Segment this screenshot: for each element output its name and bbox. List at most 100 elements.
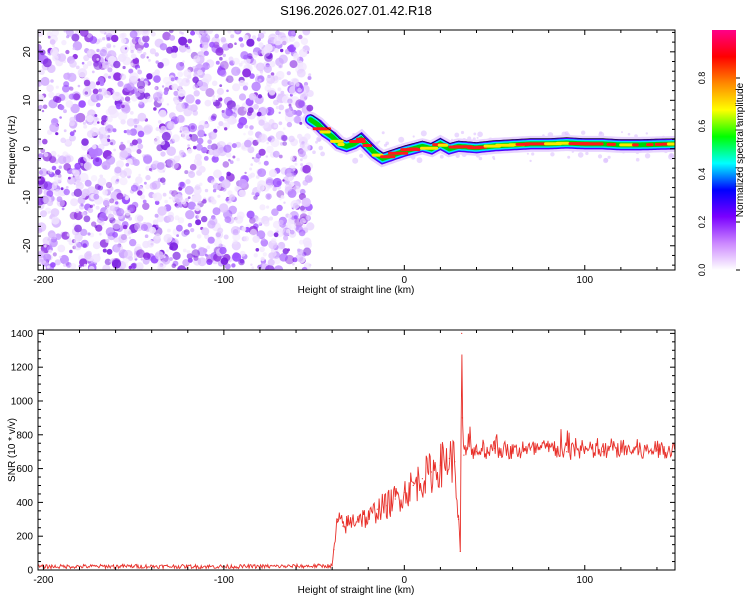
noise-speckle	[212, 189, 217, 193]
noise-speckle	[306, 222, 315, 231]
noise-speckle	[273, 257, 281, 265]
noise-speckle	[201, 146, 208, 154]
noise-speckle	[96, 117, 100, 122]
noise-speckle	[231, 143, 237, 149]
noise-speckle	[92, 119, 98, 126]
noise-speckle	[136, 138, 143, 144]
noise-speckle	[292, 257, 298, 263]
noise-speckle	[83, 64, 89, 70]
ridge-halo	[412, 135, 415, 138]
noise-speckle	[43, 247, 47, 251]
noise-speckle	[83, 161, 93, 171]
noise-speckle	[152, 219, 159, 225]
noise-speckle	[61, 39, 67, 46]
noise-speckle	[231, 263, 236, 268]
noise-speckle	[295, 110, 302, 117]
noise-speckle	[92, 144, 97, 150]
noise-speckle	[126, 130, 132, 136]
noise-speckle	[40, 76, 50, 86]
ridge-halo	[478, 156, 483, 161]
noise-speckle	[279, 198, 282, 201]
noise-speckle	[169, 245, 174, 250]
noise-speckle	[80, 228, 88, 236]
noise-speckle	[225, 152, 232, 158]
noise-speckle	[278, 104, 285, 111]
noise-speckle	[281, 95, 290, 104]
noise-speckle	[224, 127, 228, 131]
noise-speckle	[225, 198, 229, 202]
noise-speckle	[286, 220, 297, 231]
noise-speckle	[136, 47, 143, 54]
noise-speckle	[305, 215, 311, 221]
noise-speckle	[73, 188, 83, 197]
noise-speckle	[250, 116, 253, 120]
noise-speckle	[258, 78, 262, 82]
noise-speckle	[59, 104, 65, 111]
y-tick-label: 1000	[11, 396, 34, 407]
noise-speckle	[86, 130, 95, 139]
noise-speckle	[83, 79, 91, 87]
noise-speckle	[207, 139, 212, 144]
noise-speckle	[175, 204, 180, 209]
noise-speckle	[104, 258, 112, 266]
noise-speckle	[184, 170, 189, 175]
noise-speckle	[227, 190, 233, 196]
noise-speckle	[166, 146, 176, 156]
noise-speckle	[278, 63, 283, 69]
noise-speckle	[221, 109, 231, 119]
noise-speckle	[255, 175, 260, 179]
noise-speckle	[211, 80, 218, 87]
noise-speckle	[51, 44, 55, 48]
noise-speckle	[156, 162, 165, 170]
noise-speckle	[207, 175, 215, 184]
noise-speckle	[109, 109, 119, 119]
noise-speckle	[81, 138, 89, 146]
noise-speckle	[268, 39, 272, 44]
noise-speckle	[298, 149, 306, 158]
noise-speckle	[79, 172, 89, 183]
noise-speckle	[60, 187, 64, 191]
noise-speckle	[50, 79, 54, 83]
x-tick-label: 100	[576, 275, 593, 286]
noise-speckle	[43, 260, 49, 266]
noise-speckle	[246, 111, 252, 116]
noise-speckle	[144, 181, 147, 185]
noise-speckle	[121, 104, 125, 109]
noise-speckle	[66, 233, 70, 237]
noise-speckle	[111, 34, 119, 43]
noise-speckle	[137, 78, 141, 82]
noise-speckle	[114, 206, 120, 212]
ridge-halo	[550, 152, 555, 157]
noise-speckle	[51, 216, 60, 225]
x-tick-label: -100	[214, 575, 234, 586]
noise-speckle	[239, 43, 245, 48]
ridge-halo	[577, 152, 584, 158]
noise-speckle	[166, 214, 175, 223]
noise-speckle	[106, 44, 112, 50]
noise-speckle	[177, 85, 182, 91]
noise-speckle	[203, 50, 209, 56]
noise-speckle	[231, 106, 238, 113]
noise-speckle	[129, 30, 138, 39]
noise-speckle	[236, 226, 240, 230]
noise-speckle	[219, 69, 227, 77]
noise-speckle	[81, 211, 86, 217]
noise-speckle	[169, 124, 173, 128]
spectrogram-y-label: Frequency (Hz)	[7, 116, 18, 185]
ridge-halo	[531, 152, 535, 156]
noise-speckle	[295, 82, 300, 87]
noise-speckle	[293, 41, 300, 48]
noise-speckle	[119, 177, 128, 186]
noise-speckle	[91, 53, 101, 63]
noise-speckle	[101, 161, 111, 170]
noise-speckle	[128, 265, 132, 270]
noise-speckle	[129, 111, 134, 115]
noise-speckle	[298, 229, 306, 237]
ridge-halo	[439, 154, 444, 159]
noise-speckle	[98, 87, 108, 96]
noise-speckle	[106, 43, 112, 49]
noise-speckle	[258, 42, 264, 48]
noise-speckle	[266, 75, 276, 84]
noise-speckle	[115, 201, 119, 205]
noise-speckle	[288, 176, 293, 181]
